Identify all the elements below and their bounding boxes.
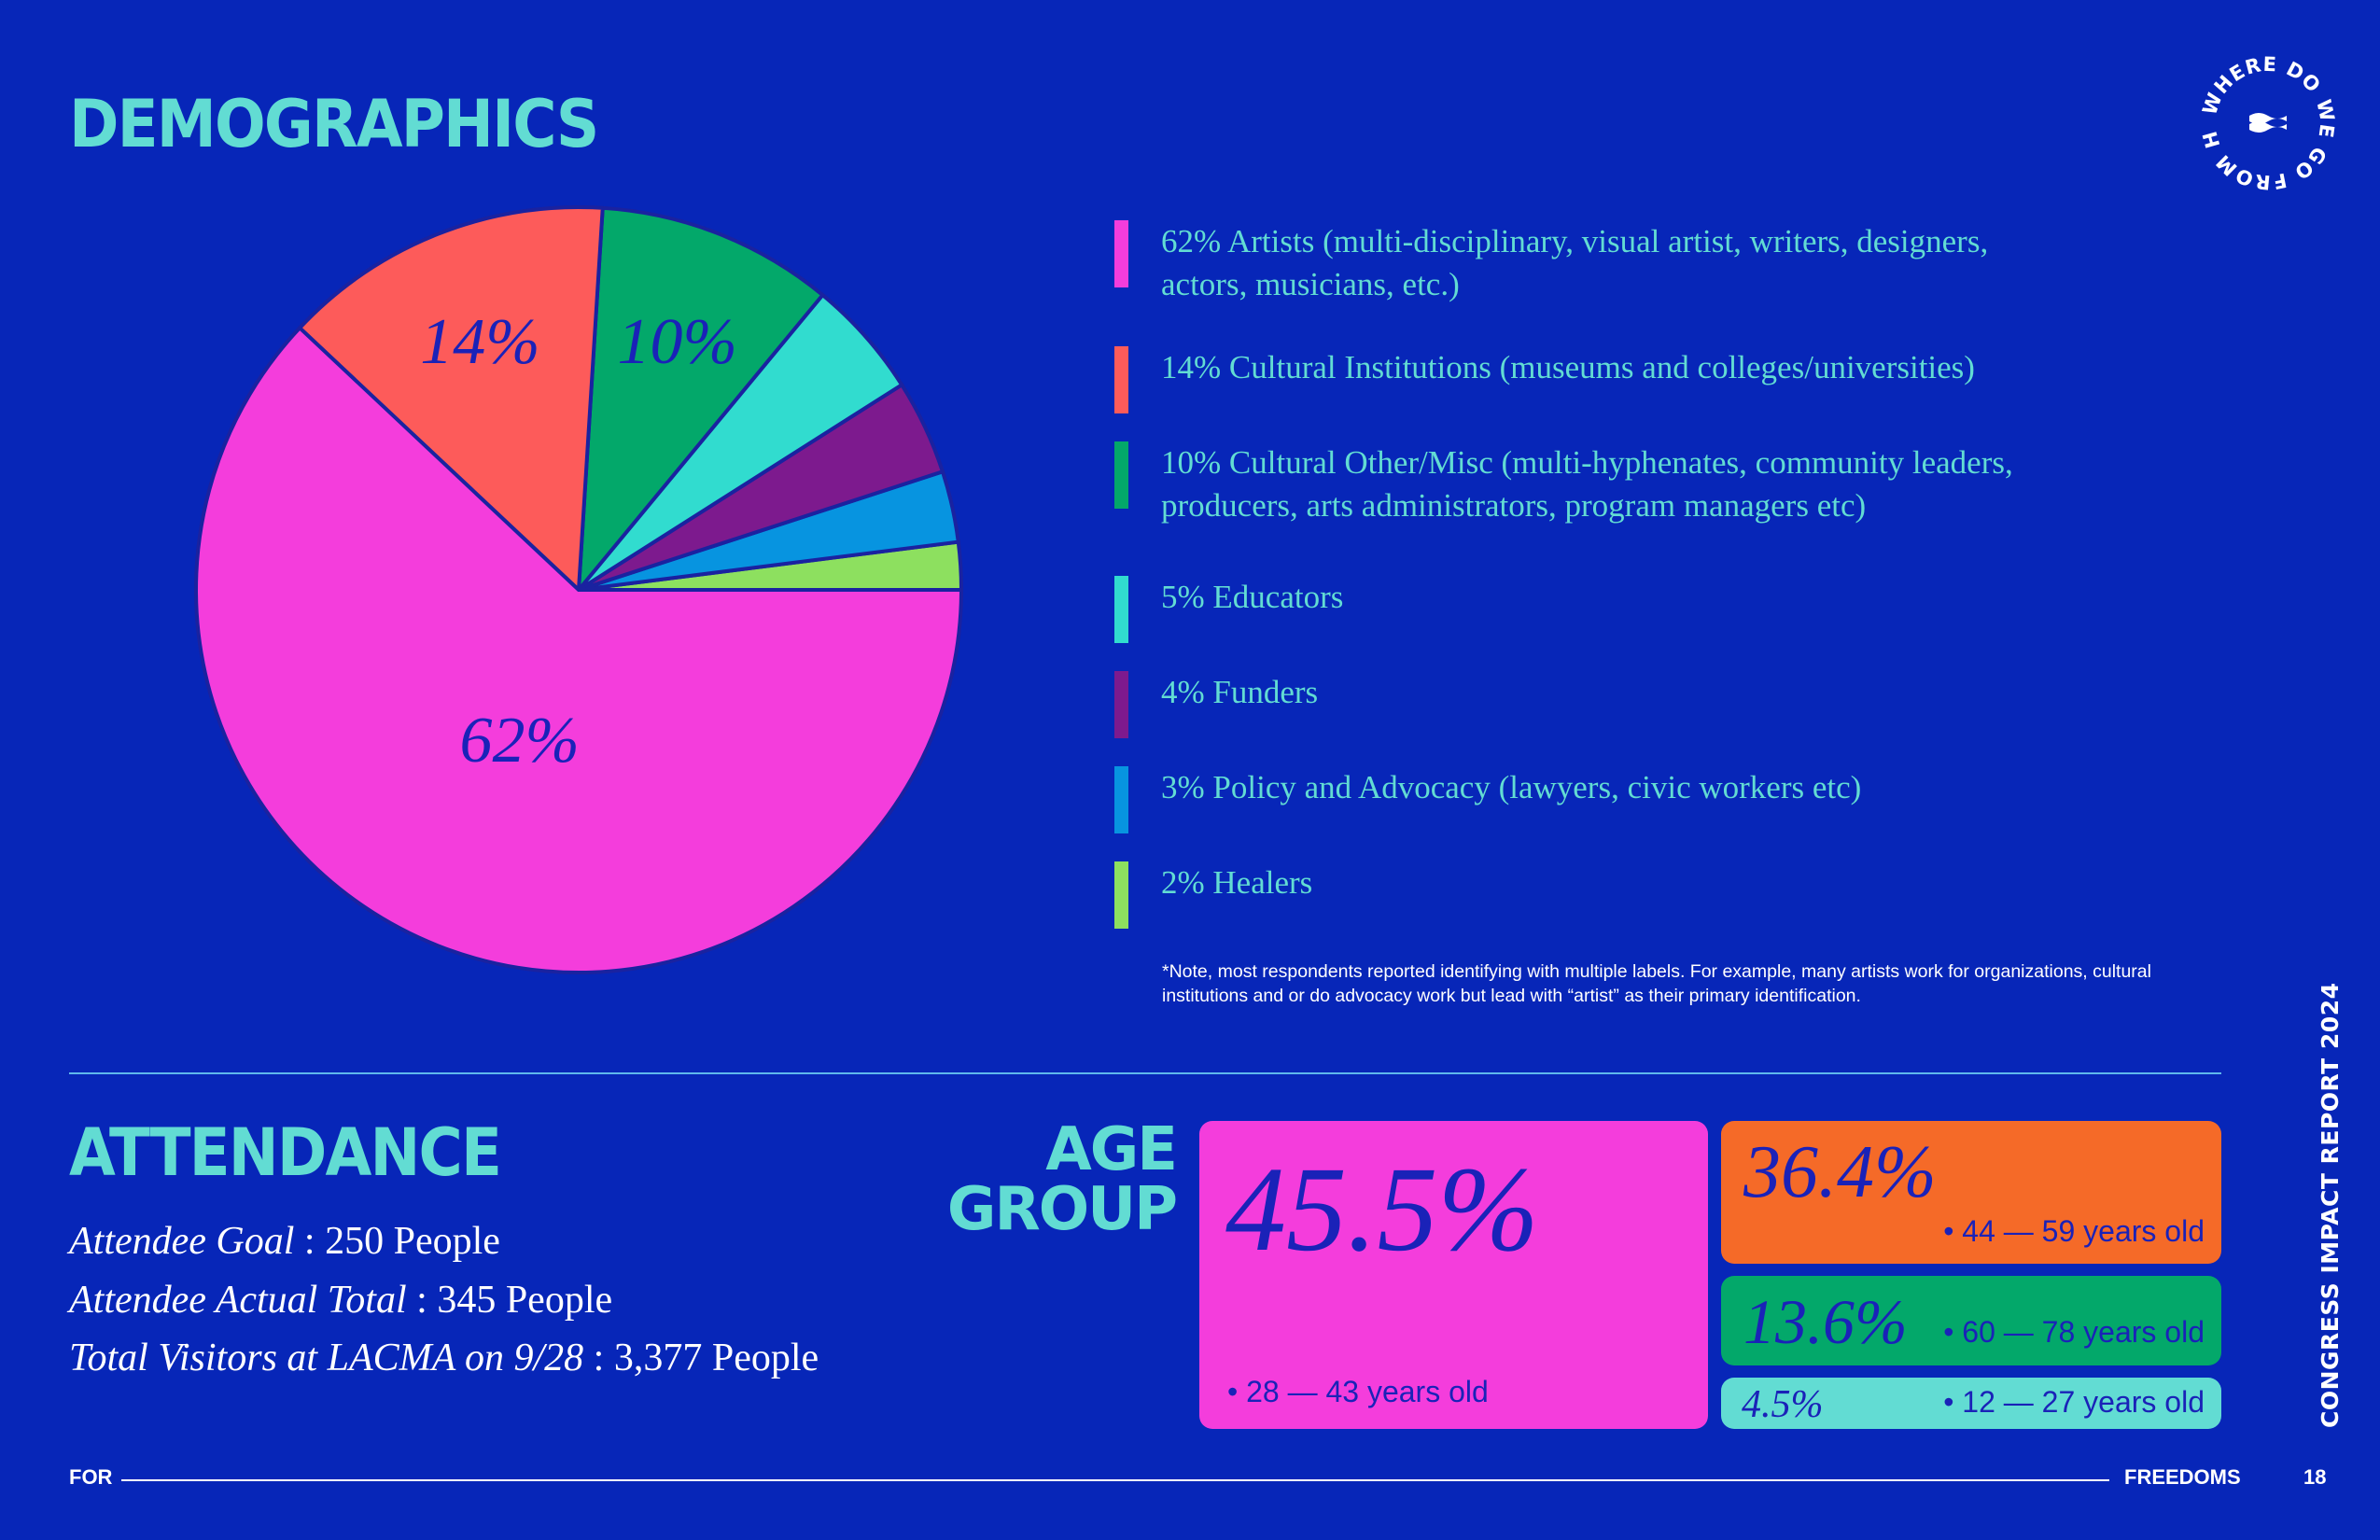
flag-icon	[2249, 113, 2287, 133]
legend-item: 62% Artists (multi-disciplinary, visual …	[1114, 220, 2057, 306]
age-percent-44-59: 36.4%	[1743, 1131, 1937, 1213]
pie-label-cultural-other-misc: 10%	[617, 306, 736, 378]
legend-label: 3% Policy and Advocacy (lawyers, civic w…	[1161, 769, 1862, 805]
attendance-actual-label: Attendee Actual Total	[69, 1279, 407, 1322]
legend-label: 14% Cultural Institutions (museums and c…	[1161, 349, 1975, 385]
footer-line	[121, 1479, 2109, 1481]
legend-swatch	[1114, 576, 1128, 643]
page-number: 18	[2303, 1465, 2327, 1489]
age-percent-28-43: 45.5%	[1225, 1142, 1539, 1277]
attendance-goal-value: 250 People	[325, 1220, 500, 1263]
age-group-title-line2: GROUP	[946, 1175, 1178, 1244]
legend-swatch	[1114, 671, 1128, 738]
age-group-title-line1: AGE	[1045, 1115, 1178, 1184]
attendance-visitors: Total Visitors at LACMA on 9/28 : 3,377 …	[69, 1337, 819, 1379]
attendance-visitors-label: Total Visitors at LACMA on 9/28	[69, 1337, 584, 1379]
age-range-28-43: • 28 — 43 years old	[1227, 1375, 1489, 1408]
age-box-60-78: 13.6% • 60 — 78 years old	[1721, 1276, 2221, 1365]
legend-item: 14% Cultural Institutions (museums and c…	[1114, 346, 1975, 413]
legend-item: 4% Funders	[1114, 671, 1318, 738]
legend-label: 5% Educators	[1161, 579, 1344, 615]
attendance-actual: Attendee Actual Total : 345 People	[69, 1279, 613, 1322]
pie-slice-artists	[194, 325, 964, 974]
age-range-44-59: • 44 — 59 years old	[1943, 1214, 2205, 1248]
attendance-goal: Attendee Goal : 250 People	[69, 1220, 500, 1263]
age-box-12-27: 4.5% • 12 — 27 years old	[1721, 1378, 2221, 1429]
age-group-title: AGE GROUP	[946, 1115, 1178, 1244]
age-range-60-78: • 60 — 78 years old	[1943, 1315, 2205, 1349]
age-percent-60-78: 13.6%	[1743, 1286, 1908, 1357]
age-box-44-59: 36.4% • 44 — 59 years old	[1721, 1121, 2221, 1264]
pie-label-artists: 62%	[459, 705, 579, 777]
pie-label-cultural-institutions: 14%	[420, 306, 539, 378]
legend-swatch	[1114, 441, 1128, 509]
age-box-28-43: 45.5% • 28 — 43 years old	[1199, 1121, 1708, 1429]
legend-item: 10% Cultural Other/Misc (multi-hyphenate…	[1114, 441, 2057, 527]
legend-swatch	[1114, 766, 1128, 833]
legend-item: 2% Healers	[1114, 861, 1312, 929]
legend-item: 5% Educators	[1114, 576, 1343, 643]
legend-label: 62% Artists (multi-disciplinary, visual …	[1161, 223, 1989, 302]
legend-label: 10% Cultural Other/Misc (multi-hyphenate…	[1161, 444, 2013, 524]
legend-label: 2% Healers	[1161, 864, 1313, 901]
attendance-visitors-value: 3,377 People	[613, 1337, 819, 1379]
demographics-note: *Note, most respondents reported identif…	[1162, 961, 2151, 1006]
legend-item: 3% Policy and Advocacy (lawyers, civic w…	[1114, 766, 1861, 833]
pie-slice-cultural-other-misc	[576, 205, 826, 596]
footer-left: FOR	[69, 1465, 113, 1489]
section-divider	[69, 1072, 2221, 1074]
demographics-title: DEMOGRAPHICS	[69, 86, 599, 162]
legend-label: 4% Funders	[1161, 674, 1319, 710]
age-range-12-27: • 12 — 27 years old	[1943, 1385, 2205, 1419]
attendance-actual-value: 345 People	[437, 1279, 613, 1322]
demographics-pie-chart: 62% 14% 10%	[194, 205, 964, 974]
pie-slice-cultural-institutions	[297, 205, 605, 595]
footer-right: FREEDOMS	[2124, 1465, 2241, 1489]
age-percent-12-27: 4.5%	[1742, 1383, 1824, 1426]
legend-swatch	[1114, 346, 1128, 413]
attendance-goal-label: Attendee Goal	[69, 1220, 295, 1263]
legend-swatch	[1114, 861, 1128, 929]
side-report-title: CONGRESS IMPACT REPORT 2024	[2317, 982, 2344, 1429]
where-do-we-go-logo: WHERE DO WE GO FROM HERE?	[2193, 49, 2338, 193]
attendance-title: ATTENDANCE	[69, 1114, 502, 1191]
legend-swatch	[1114, 220, 1128, 287]
